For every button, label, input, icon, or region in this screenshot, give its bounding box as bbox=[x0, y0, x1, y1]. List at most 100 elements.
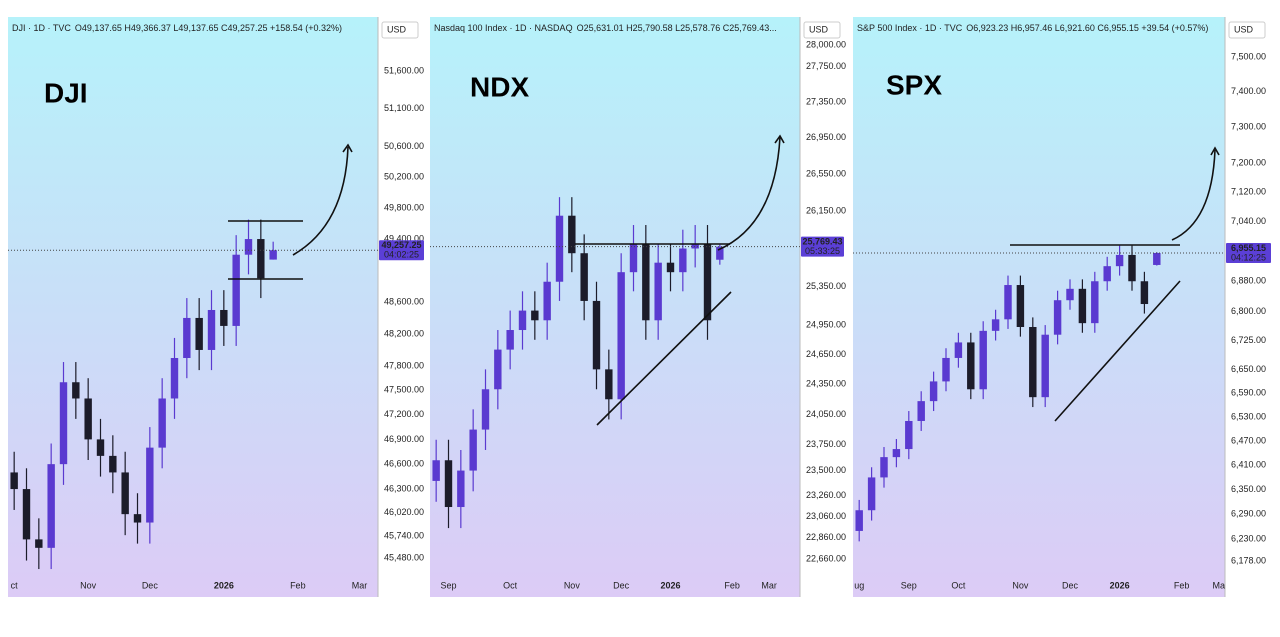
x-tick-label: Mar bbox=[352, 580, 368, 590]
y-tick-label: 7,120.00 bbox=[1231, 186, 1266, 196]
price-label-box bbox=[801, 236, 844, 257]
x-tick-label: ct bbox=[11, 580, 19, 590]
candle-body bbox=[1091, 281, 1099, 324]
y-tick-label: 6,470.00 bbox=[1231, 435, 1266, 445]
y-tick-label: 6,725.00 bbox=[1231, 335, 1266, 345]
currency: USD bbox=[387, 24, 407, 34]
y-tick-label: 6,590.00 bbox=[1231, 388, 1266, 398]
x-tick-label: Ma bbox=[1213, 580, 1226, 590]
candle-body bbox=[703, 243, 712, 321]
candle-body bbox=[543, 281, 551, 321]
y-tick-label: 6,650.00 bbox=[1231, 364, 1266, 374]
candle-body bbox=[432, 460, 440, 481]
y-tick-label: 22,660.00 bbox=[806, 553, 846, 563]
y-tick-label: 47,500.00 bbox=[384, 385, 424, 395]
candle-body bbox=[35, 539, 43, 548]
y-tick-label: 46,020.00 bbox=[384, 507, 424, 517]
x-tick-label: Sep bbox=[440, 580, 456, 590]
candle-body bbox=[1140, 281, 1149, 305]
currency-box bbox=[803, 21, 841, 39]
y-tick-label: 50,600.00 bbox=[384, 141, 424, 151]
y-tick-label: 26,150.00 bbox=[806, 205, 846, 215]
candle-body bbox=[146, 447, 154, 523]
y-tick-label: 6,880.00 bbox=[1231, 276, 1266, 286]
y-tick-label: 6,410.00 bbox=[1231, 460, 1266, 470]
candle-body bbox=[855, 510, 863, 531]
candle-body bbox=[22, 489, 31, 540]
y-tick-label: 23,060.00 bbox=[806, 511, 846, 521]
last-price-label: 6,955.15 bbox=[1231, 243, 1266, 253]
candle-body bbox=[96, 439, 105, 456]
candle-body bbox=[917, 401, 925, 421]
candle-body bbox=[691, 243, 699, 249]
y-tick-label: 51,100.00 bbox=[384, 103, 424, 113]
candle-body bbox=[170, 358, 179, 399]
x-tick-label: Feb bbox=[724, 580, 740, 590]
y-tick-label: 23,750.00 bbox=[806, 439, 846, 449]
y-tick-label: 7,300.00 bbox=[1231, 122, 1266, 132]
y-tick-label: 7,500.00 bbox=[1231, 51, 1266, 61]
y-tick-label: 51,600.00 bbox=[384, 65, 424, 75]
y-tick-label: 28,000.00 bbox=[806, 39, 846, 49]
x-tick-label: 2026 bbox=[660, 580, 680, 590]
y-tick-label: 24,050.00 bbox=[806, 409, 846, 419]
y-tick-label: 26,550.00 bbox=[806, 169, 846, 179]
y-tick-label: 46,900.00 bbox=[384, 434, 424, 444]
drawn-arrow bbox=[292, 146, 349, 256]
axis-background bbox=[1225, 17, 1272, 597]
candle-body bbox=[481, 389, 490, 430]
candle-body bbox=[642, 243, 650, 321]
candle-body bbox=[905, 420, 913, 450]
candle-body bbox=[457, 470, 465, 508]
candle-body bbox=[1128, 254, 1136, 282]
candle-body bbox=[506, 330, 514, 350]
axis-background bbox=[378, 17, 425, 597]
drawings bbox=[228, 134, 1220, 426]
candle-body bbox=[605, 369, 613, 400]
panel-background bbox=[853, 17, 1225, 597]
candle-body bbox=[72, 382, 80, 399]
y-tick-label: 6,530.00 bbox=[1231, 411, 1266, 421]
candle-body bbox=[1066, 288, 1074, 301]
drawn-arrow bbox=[717, 136, 781, 251]
chart-header: DJI · 1D · TVC O49,137.65 H49,366.37 L49,… bbox=[12, 23, 342, 33]
y-tick-label: 27,750.00 bbox=[806, 61, 846, 71]
countdown: 05:33:25 bbox=[805, 246, 840, 256]
candle-body bbox=[666, 262, 675, 273]
panel-background bbox=[430, 17, 800, 597]
candle-body bbox=[531, 310, 539, 321]
y-tick-label: 45,480.00 bbox=[384, 552, 424, 562]
y-tick-label: 6,350.00 bbox=[1231, 484, 1266, 494]
candle-body bbox=[1078, 288, 1087, 324]
candle-body bbox=[121, 472, 129, 515]
candle-body bbox=[195, 317, 203, 350]
candle-body bbox=[1153, 253, 1161, 265]
arrow-head bbox=[774, 134, 785, 144]
y-tick-label: 46,600.00 bbox=[384, 459, 424, 469]
candle-body bbox=[979, 330, 987, 390]
candle-body bbox=[444, 460, 453, 508]
drawn-line bbox=[1054, 280, 1181, 422]
x-tick-label: 2026 bbox=[1110, 580, 1130, 590]
ohlc: O6,923.23 H6,957.46 L6,921.60 C6,955.15 … bbox=[966, 23, 1208, 33]
candle-body bbox=[59, 382, 68, 465]
currency: USD bbox=[1234, 24, 1254, 34]
x-tick-label: Oct bbox=[503, 580, 518, 590]
y-tick-label: 48,600.00 bbox=[384, 296, 424, 306]
drawn-arrow bbox=[1171, 149, 1216, 241]
x-tick-label: Feb bbox=[1174, 580, 1190, 590]
currency-box bbox=[1228, 21, 1266, 39]
charts: DJI · 1D · TVC O49,137.65 H49,366.37 L49,… bbox=[8, 17, 1271, 597]
y-tick-label: 26,950.00 bbox=[806, 132, 846, 142]
y-tick-label: 24,350.00 bbox=[806, 379, 846, 389]
chart-header: Nasdaq 100 Index · 1D · NASDAQ O25,631.01… bbox=[434, 23, 777, 33]
y-tick-label: 6,800.00 bbox=[1231, 306, 1266, 316]
candle-body bbox=[867, 477, 876, 511]
candle-body bbox=[232, 254, 240, 326]
y-tick-label: 25,350.00 bbox=[806, 281, 846, 291]
candle-body bbox=[47, 464, 55, 548]
candle-body bbox=[1053, 300, 1062, 335]
candle-body bbox=[109, 455, 117, 473]
candle-body bbox=[158, 398, 166, 448]
